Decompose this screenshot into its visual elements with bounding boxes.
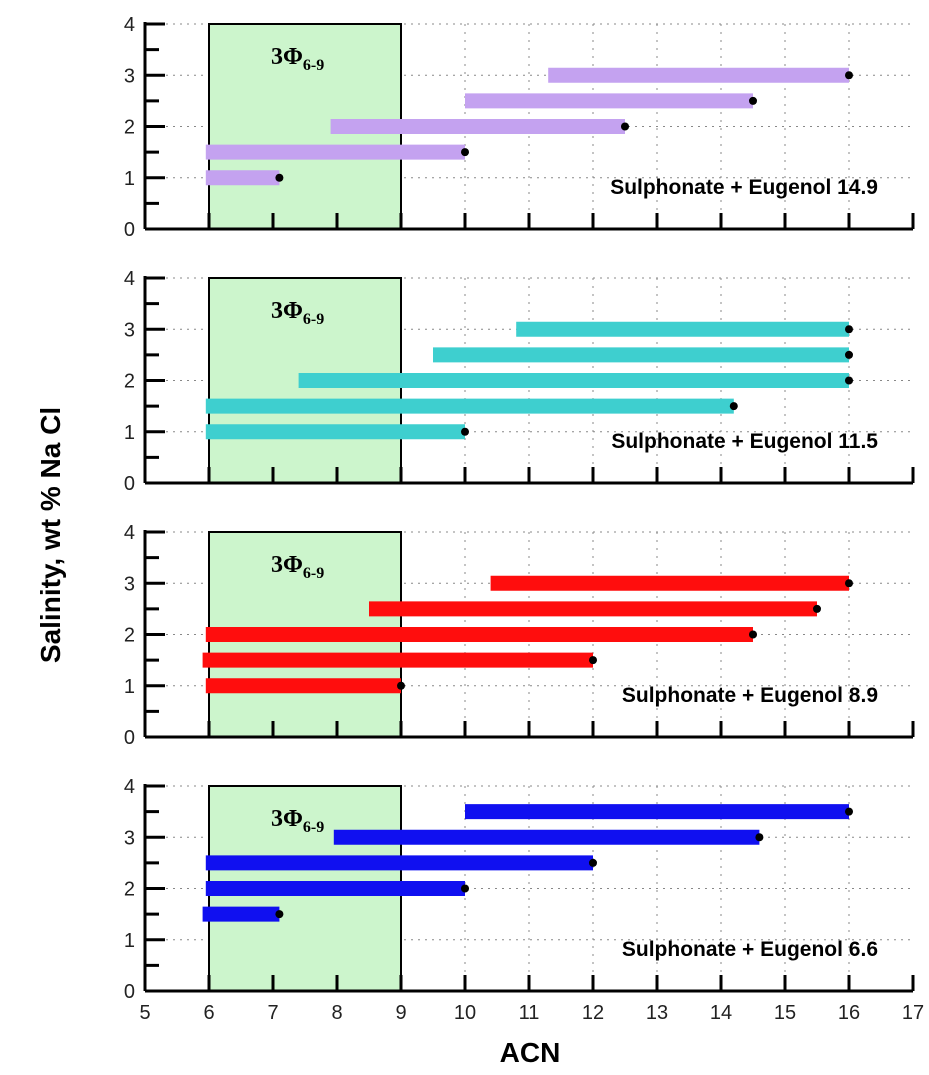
region-label-subscript: 6-9 <box>303 57 324 74</box>
panel-1: 3Φ6-9 0 1 2 3 4 Sulphonate + Eugenol 14.9 <box>124 14 915 241</box>
bar-end-marker <box>461 148 469 157</box>
x-tick-label: 12 <box>582 1002 604 1024</box>
x-tick-label: 6 <box>203 1002 214 1024</box>
y-tick-label: 1 <box>124 422 135 444</box>
region-label-subscript: 6-9 <box>303 311 324 328</box>
y-tick-label: 3 <box>124 827 135 849</box>
region-label-subscript: 6-9 <box>303 819 324 836</box>
bar-end-marker <box>729 402 738 411</box>
y-tick-label: 0 <box>124 219 135 241</box>
bar-end-marker <box>749 630 757 639</box>
y-tick-label: 2 <box>124 879 135 901</box>
y-tick-label: 1 <box>124 168 135 190</box>
bar-end-marker <box>845 71 853 80</box>
bar-end-marker <box>275 173 284 182</box>
y-axis-title: Salinity, wt % Na Cl <box>35 407 66 663</box>
y-tick-label: 4 <box>124 268 135 290</box>
y-tick-label: 3 <box>124 319 135 341</box>
y-tick-label: 0 <box>124 981 135 1003</box>
x-tick-label: 14 <box>710 1002 732 1024</box>
region-label: 3Φ6-9 <box>271 298 324 328</box>
region-label: 3Φ6-9 <box>271 552 324 582</box>
region-label: 3Φ6-9 <box>271 44 324 74</box>
x-tick-label: 13 <box>646 1002 668 1024</box>
y-tick-label: 1 <box>124 676 135 698</box>
bar-end-marker <box>621 122 629 131</box>
x-tick-label: 15 <box>774 1002 796 1024</box>
x-tick-label: 10 <box>454 1002 476 1024</box>
y-tick-label: 4 <box>124 776 135 798</box>
panel-2: 3Φ6-9 0 1 2 3 4 Sulphonate + Eugenol 11.5 <box>124 268 915 495</box>
bar-end-marker <box>755 833 764 842</box>
bar-end-marker <box>845 350 853 359</box>
bar-end-marker <box>275 910 284 919</box>
y-tick-label: 0 <box>124 473 135 495</box>
x-tick-label: 8 <box>331 1002 342 1024</box>
x-tick-label: 9 <box>395 1002 406 1024</box>
y-tick-label: 3 <box>124 65 135 87</box>
x-tick-label: 11 <box>519 1002 540 1024</box>
x-tick-label: 17 <box>902 1002 924 1024</box>
bar-end-marker <box>461 427 469 436</box>
panel-annotation: Sulphonate + Eugenol 11.5 <box>611 430 878 453</box>
y-tick-label: 0 <box>124 727 135 749</box>
y-tick-label: 2 <box>124 117 135 139</box>
panel-annotation: Sulphonate + Eugenol 6.6 <box>622 938 878 961</box>
x-tick-label: 5 <box>139 1002 150 1024</box>
bar-end-marker <box>397 681 405 690</box>
x-tick-label: 7 <box>267 1002 278 1024</box>
bar-end-marker <box>845 376 853 385</box>
y-tick-label: 1 <box>124 930 135 952</box>
x-axis-title: ACN <box>500 1037 561 1068</box>
x-tick-label: 16 <box>838 1002 860 1024</box>
y-tick-label: 2 <box>124 371 135 393</box>
bar-end-marker <box>589 858 597 867</box>
region-label: 3Φ6-9 <box>271 806 324 836</box>
y-tick-label: 4 <box>124 14 135 36</box>
bar-end-marker <box>845 325 853 334</box>
bar-end-marker <box>461 884 469 893</box>
region-label-main: 3Φ <box>271 44 303 70</box>
y-tick-label: 2 <box>124 625 135 647</box>
bar-end-marker <box>589 656 597 665</box>
panel-3: 3Φ6-9 0 1 2 3 4 Sulphonate + Eugenol 8.9 <box>124 522 915 749</box>
bar-end-marker <box>845 807 853 816</box>
bar-end-marker <box>749 96 757 105</box>
region-label-main: 3Φ <box>271 806 303 832</box>
region-label-subscript: 6-9 <box>303 565 324 582</box>
y-tick-label: 4 <box>124 522 135 544</box>
panel-annotation: Sulphonate + Eugenol 14.9 <box>610 176 878 199</box>
panel-annotation: Sulphonate + Eugenol 8.9 <box>622 684 878 707</box>
region-label-main: 3Φ <box>271 552 303 578</box>
bar-end-marker <box>813 604 821 613</box>
region-label-main: 3Φ <box>271 298 303 324</box>
y-tick-label: 3 <box>124 573 135 595</box>
bar-end-marker <box>845 579 853 588</box>
